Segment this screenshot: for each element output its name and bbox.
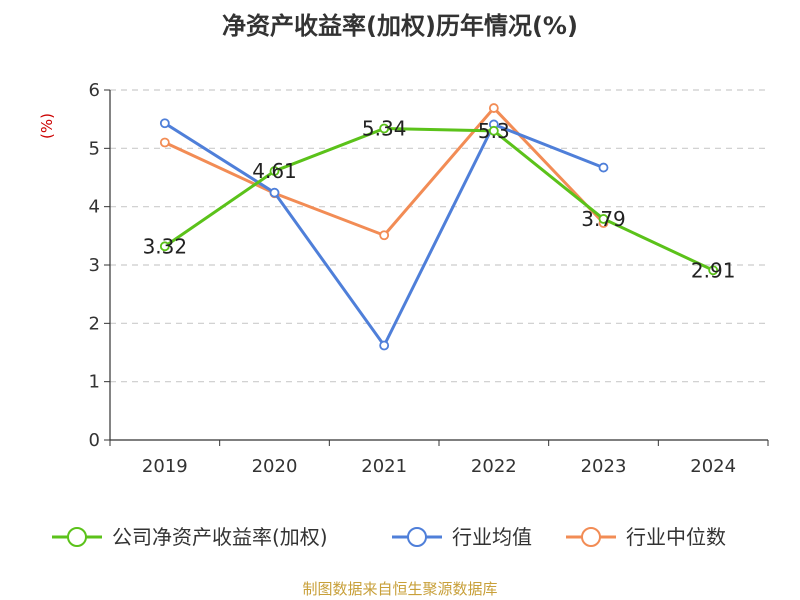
data-label-2021: 5.34 [362,117,407,141]
data-label-2020: 4.61 [252,159,297,183]
data-labels: 3.32 4.61 5.34 5.3 3.79 2.91 [143,117,736,283]
legend-item-2: 行业中位数 [566,525,726,549]
legend-label-2: 行业中位数 [626,525,726,549]
legend-label-0: 公司净资产收益率(加权) [112,525,328,549]
legend-item-0: 公司净资产收益率(加权) [52,525,328,549]
point-s1-2019 [159,118,170,129]
series-group [159,103,719,351]
legend-item-1: 行业均值 [392,525,532,549]
point-s0-2024 [708,265,719,276]
x-tick-label-2021: 2021 [361,456,407,477]
y-tick-label-4: 4 [89,197,100,218]
x-tick-label-2024: 2024 [690,456,736,477]
y-tick-label-3: 3 [89,255,100,276]
y-tick-label-0: 0 [89,430,100,451]
point-s0-2019 [159,241,170,252]
point-s0-2020 [269,166,280,176]
y-tick-label-5: 5 [89,138,100,159]
y-axis-unit-label: (%) [38,113,56,139]
data-label-2019: 3.32 [143,234,188,258]
source-note: 制图数据来自恒生聚源数据库 [302,580,497,598]
point-s0-2023 [598,214,609,224]
data-label-2024: 2.91 [691,258,736,282]
x-tick-label-2022: 2022 [471,456,517,477]
point-s1-2021 [379,340,390,351]
data-label-2023: 3.79 [581,207,626,231]
y-tick-label-6: 6 [89,80,100,101]
point-s0-2022 [488,125,499,136]
x-tick-label-2023: 2023 [581,456,627,477]
data-label-2022: 5.3 [478,119,510,143]
point-s1-2023 [598,162,609,173]
series-line-0 [163,127,714,272]
chart-title: 净资产收益率(加权)历年情况(%) [222,12,578,40]
point-s2-2019 [159,137,170,148]
legend-label-1: 行业均值 [452,525,532,549]
point-s1-2020 [269,187,280,198]
legend-marker-0 [67,527,87,547]
legend-marker-1 [407,527,427,547]
y-tick-label-1: 1 [89,372,100,393]
x-tick-label-2019: 2019 [142,456,188,477]
axes: 0 1 2 3 4 5 6 2019 2020 2021 2022 2023 2024 [89,80,769,477]
point-s2-2021 [379,230,390,241]
point-s2-2022 [488,103,499,113]
legend-marker-2 [581,527,601,547]
x-tick-label-2020: 2020 [252,456,298,477]
legend: 公司净资产收益率(加权) 行业均值 行业中位数 [52,525,726,549]
point-s0-2021 [379,123,390,134]
y-tick-label-2: 2 [89,313,100,334]
